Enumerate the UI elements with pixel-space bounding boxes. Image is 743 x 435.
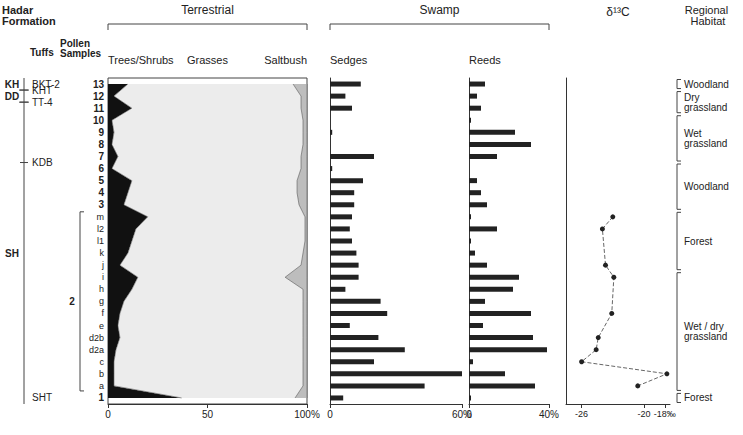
svg-text:12: 12 bbox=[93, 91, 105, 102]
svg-text:grassland: grassland bbox=[684, 102, 727, 113]
svg-text:m: m bbox=[97, 212, 105, 222]
svg-text:1: 1 bbox=[98, 392, 104, 403]
svg-text:SH: SH bbox=[5, 248, 19, 259]
svg-text:Forest: Forest bbox=[684, 392, 713, 403]
svg-text:-20: -20 bbox=[637, 409, 650, 419]
svg-text:5: 5 bbox=[98, 175, 104, 186]
svg-text:100%: 100% bbox=[294, 409, 320, 420]
svg-text:Saltbush: Saltbush bbox=[264, 54, 307, 66]
svg-text:a: a bbox=[99, 381, 104, 391]
svg-text:10: 10 bbox=[93, 115, 105, 126]
svg-text:4: 4 bbox=[98, 187, 104, 198]
svg-text:Forest: Forest bbox=[684, 236, 713, 247]
svg-text:d2a: d2a bbox=[89, 345, 104, 355]
svg-text:b: b bbox=[99, 369, 104, 379]
svg-text:60%: 60% bbox=[452, 409, 472, 420]
svg-text:KDB: KDB bbox=[32, 157, 53, 168]
svg-text:Swamp: Swamp bbox=[419, 3, 459, 17]
svg-text:0: 0 bbox=[466, 409, 472, 420]
svg-text:Formation: Formation bbox=[2, 15, 56, 27]
svg-text:Hadar: Hadar bbox=[2, 3, 37, 16]
svg-text:l2: l2 bbox=[97, 224, 104, 234]
svg-text:Woodland: Woodland bbox=[684, 181, 729, 192]
svg-text:9: 9 bbox=[98, 127, 104, 138]
svg-text:Regional: Regional bbox=[684, 3, 732, 16]
svg-text:Terrestrial: Terrestrial bbox=[181, 3, 234, 17]
svg-text:SHT: SHT bbox=[32, 392, 52, 403]
svg-text:δ¹³C: δ¹³C bbox=[606, 5, 630, 19]
svg-text:l1: l1 bbox=[97, 236, 104, 246]
svg-text:Trees/Shrubs: Trees/Shrubs bbox=[108, 54, 174, 66]
svg-text:40%: 40% bbox=[539, 409, 559, 420]
svg-text:2: 2 bbox=[69, 296, 75, 307]
svg-text:h: h bbox=[99, 284, 104, 294]
svg-text:-26: -26 bbox=[575, 409, 588, 419]
svg-text:Pollen: Pollen bbox=[60, 37, 93, 49]
svg-text:j: j bbox=[101, 260, 104, 270]
svg-text:d2b: d2b bbox=[89, 333, 104, 343]
svg-text:grassland: grassland bbox=[684, 138, 727, 149]
svg-text:TT-4: TT-4 bbox=[32, 97, 53, 108]
svg-text:Tuffs: Tuffs bbox=[30, 47, 54, 58]
svg-text:8: 8 bbox=[98, 139, 104, 150]
svg-text:grassland: grassland bbox=[684, 331, 727, 342]
svg-text:DD: DD bbox=[5, 91, 19, 102]
svg-text:7: 7 bbox=[98, 151, 104, 162]
svg-text:Grasses: Grasses bbox=[187, 54, 228, 66]
svg-text:i: i bbox=[102, 272, 104, 282]
svg-text:0: 0 bbox=[327, 409, 333, 420]
svg-text:Woodland: Woodland bbox=[684, 79, 729, 90]
svg-text:Wet: Wet bbox=[684, 127, 705, 139]
svg-text:0: 0 bbox=[105, 409, 111, 420]
svg-text:-18‰: -18‰ bbox=[654, 409, 676, 419]
svg-text:50: 50 bbox=[202, 409, 214, 420]
svg-text:KH: KH bbox=[5, 79, 19, 90]
svg-text:f: f bbox=[101, 308, 104, 318]
svg-text:3: 3 bbox=[98, 199, 104, 210]
svg-text:e: e bbox=[99, 321, 104, 331]
svg-text:Habitat: Habitat bbox=[691, 15, 726, 27]
svg-text:KHT: KHT bbox=[32, 85, 52, 96]
svg-text:13: 13 bbox=[93, 79, 105, 90]
svg-text:c: c bbox=[100, 357, 105, 367]
svg-text:Samples: Samples bbox=[60, 48, 102, 59]
svg-text:Sedges: Sedges bbox=[330, 54, 368, 66]
svg-text:Wet / dry: Wet / dry bbox=[684, 321, 727, 333]
svg-text:Dry: Dry bbox=[684, 91, 703, 103]
svg-text:11: 11 bbox=[93, 103, 104, 114]
svg-text:k: k bbox=[100, 248, 105, 258]
svg-text:6: 6 bbox=[98, 163, 104, 174]
svg-text:g: g bbox=[99, 296, 104, 306]
svg-text:Reeds: Reeds bbox=[469, 54, 501, 66]
